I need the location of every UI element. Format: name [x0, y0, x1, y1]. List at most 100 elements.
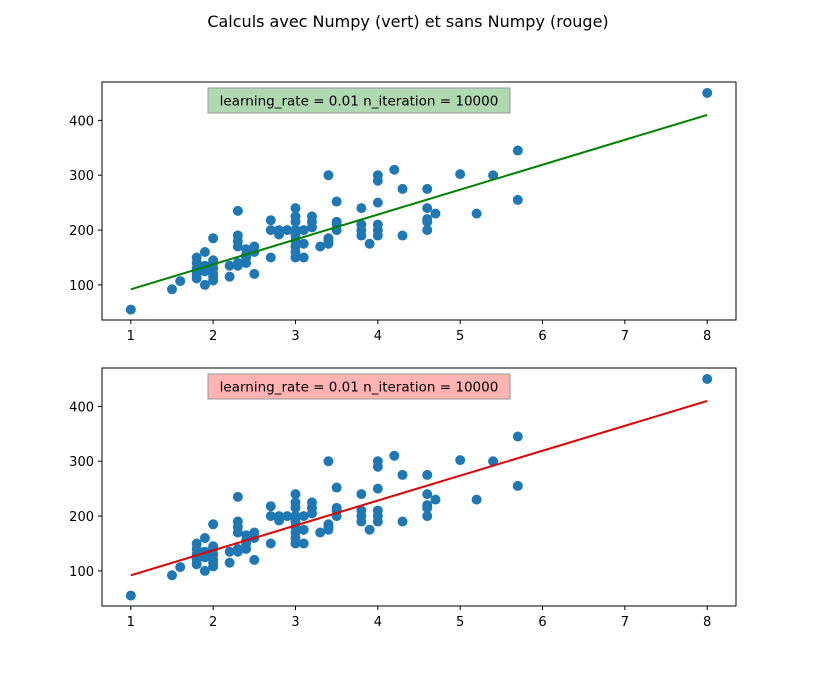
scatter-point	[364, 524, 375, 535]
scatter-point	[265, 501, 276, 512]
scatter-point	[199, 565, 210, 576]
scatter-point	[249, 268, 260, 279]
x-tick-label: 4	[374, 615, 382, 630]
x-tick-label: 8	[703, 329, 711, 344]
x-tick-label: 8	[703, 615, 711, 630]
y-tick-label: 400	[69, 114, 94, 129]
scatter-point	[471, 208, 482, 219]
scatter-point	[298, 524, 309, 535]
scatter-point	[265, 252, 276, 263]
scatter-point	[323, 238, 334, 249]
scatter-point	[306, 222, 317, 233]
scatter-point	[265, 225, 276, 236]
y-tick-label: 300	[69, 169, 94, 184]
scatter-point	[512, 194, 523, 205]
scatter-point	[323, 524, 334, 535]
scatter-point	[199, 247, 210, 257]
scatter-point	[315, 527, 326, 538]
scatter-point	[372, 197, 383, 208]
scatter-point	[298, 511, 309, 522]
annotation-box	[207, 373, 511, 400]
scatter-point	[422, 511, 433, 522]
figure-title: Calculs avec Numpy (vert) et sans Numpy …	[207, 12, 608, 31]
scatter-point	[199, 552, 210, 563]
scatter-point	[224, 546, 235, 557]
scatter-point	[175, 276, 186, 287]
scatter-point	[702, 87, 713, 98]
scatter-point	[166, 284, 177, 295]
x-tick-label: 4	[374, 329, 382, 344]
scatter-point	[232, 241, 243, 252]
plot-area-frame	[101, 81, 737, 321]
scatter-point	[290, 502, 301, 513]
x-tick-label: 2	[209, 329, 217, 344]
scatter-point	[290, 538, 301, 549]
scatter-point	[331, 196, 342, 207]
scatter-point	[249, 554, 260, 565]
scatter-point	[512, 480, 523, 491]
scatter-point	[422, 225, 433, 236]
scatter-point	[422, 489, 433, 500]
scatter-point	[372, 461, 383, 472]
y-tick-label: 400	[69, 400, 94, 415]
scatter-point	[241, 543, 252, 554]
x-tick-label: 6	[538, 615, 546, 630]
scatter-point	[389, 164, 400, 175]
data-layer	[125, 373, 713, 601]
scatter-point	[397, 516, 408, 527]
scatter-point	[224, 260, 235, 271]
scatter-point	[208, 519, 219, 530]
scatter-point	[315, 241, 326, 252]
scatter-point	[488, 170, 499, 181]
scatter-point	[191, 273, 202, 284]
scatter-point	[356, 203, 367, 214]
y-tick-label: 100	[69, 565, 94, 580]
scatter-point	[290, 203, 301, 214]
scatter-point	[199, 266, 210, 277]
scatter-point	[298, 252, 309, 263]
x-tick-label: 5	[456, 329, 464, 344]
scatter-point	[702, 373, 713, 384]
scatter-point	[208, 275, 219, 286]
scatter-point	[232, 260, 243, 271]
scatter-point	[323, 170, 334, 181]
scatter-point	[274, 229, 285, 240]
scatter-point	[274, 515, 285, 526]
scatter-point	[323, 456, 334, 467]
scatter-point	[232, 205, 243, 216]
scatter-point	[512, 431, 523, 442]
scatter-point	[290, 216, 301, 227]
scatter-point	[298, 225, 309, 236]
scatter-point	[372, 516, 383, 527]
x-tick-label: 7	[621, 329, 629, 344]
scatter-point	[397, 469, 408, 480]
chart-top-numpy: 1 2 3 4 5 6 7 8 100 200 300 400 learning_rate = 0.01…	[69, 81, 737, 344]
scatter-point	[232, 546, 243, 557]
x-tick-label: 3	[291, 615, 299, 630]
scatter-point	[208, 561, 219, 572]
scatter-point	[290, 252, 301, 263]
x-tick-label: 3	[291, 329, 299, 344]
annotation-box	[207, 87, 511, 114]
scatter-point	[282, 225, 293, 236]
scatter-point	[298, 238, 309, 249]
scatter-point	[290, 489, 301, 500]
scatter-point	[488, 456, 499, 467]
scatter-point	[372, 483, 383, 494]
plot-area-frame	[101, 367, 737, 607]
scatter-point	[422, 216, 433, 227]
scatter-point	[471, 494, 482, 505]
scatter-point	[241, 257, 252, 268]
scatter-point	[397, 230, 408, 241]
scatter-point	[208, 233, 219, 244]
y-tick-label: 300	[69, 455, 94, 470]
y-tick-label: 200	[69, 224, 94, 239]
x-tick-label: 7	[621, 615, 629, 630]
scatter-point	[166, 570, 177, 581]
x-tick-label: 1	[127, 329, 135, 344]
scatter-point	[372, 230, 383, 241]
scatter-point	[282, 511, 293, 522]
y-tick-label: 200	[69, 510, 94, 525]
scatter-point	[430, 208, 441, 219]
